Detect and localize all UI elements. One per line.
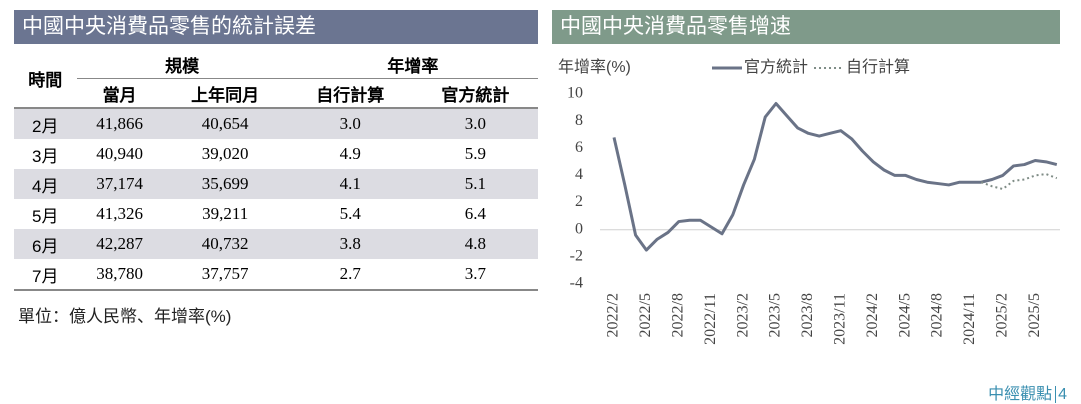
- cell: 4.9: [339, 144, 361, 163]
- cell: 35,699: [162, 169, 288, 199]
- x-tick-label: 2023/5: [767, 293, 784, 337]
- cell: 5.1: [412, 169, 538, 199]
- cell: 2月: [14, 108, 77, 139]
- line-series: [980, 173, 1058, 190]
- x-tick-label: 2024/8: [929, 293, 946, 337]
- row: 6月 42,287 40,732 3.8 4.8: [14, 229, 538, 259]
- brand: 中經觀點: [988, 386, 1053, 403]
- x-tick-label: 2023/8: [799, 293, 816, 337]
- header: 時間: [14, 50, 77, 109]
- cell: 3.7: [412, 259, 538, 291]
- cell: 2.7: [287, 259, 413, 291]
- cell: 40,654: [162, 108, 288, 139]
- cell: 5.4: [339, 204, 361, 223]
- cell: 3.0: [287, 108, 413, 139]
- table-title: 中國中央消費品零售的統計誤差: [14, 10, 538, 44]
- cell: 39,020: [201, 144, 249, 163]
- x-tick-label: 2023/2: [734, 293, 751, 337]
- cell: 38,780: [76, 259, 163, 291]
- legend-label: 自行計算: [846, 57, 910, 76]
- cell: 3月: [32, 146, 59, 166]
- header: 上年同月: [162, 78, 288, 109]
- y-tick-label: 4: [575, 166, 583, 183]
- cell: 6月: [14, 229, 77, 259]
- page-number: 4: [1055, 386, 1067, 403]
- cell: 3.8: [287, 229, 413, 259]
- x-tick-label: 2022/11: [702, 293, 719, 345]
- line-series: [612, 102, 1058, 252]
- header: 規模: [76, 50, 288, 79]
- chart-title: 中國中央消費品零售增速: [552, 10, 1060, 44]
- header: 自行計算: [287, 78, 413, 109]
- x-tick-label: 2023/11: [831, 293, 848, 345]
- cell: 37,174: [76, 169, 163, 199]
- x-tick-label: 2024/5: [896, 293, 913, 337]
- table: 時間 規模 年增率 當月 上年同月 自行計算 官方統計 2月 41,866 40,6…: [14, 50, 538, 291]
- cell: 42,287: [76, 229, 163, 259]
- y-tick-label: 0: [575, 220, 583, 237]
- table-body: 2月 41,866 40,654 3.0 3.0 3月 40,940 39,020 4.9 5.9…: [14, 108, 538, 291]
- row: 5月 41,326 39,211 5.4 6.4: [14, 199, 538, 229]
- cell: 6.4: [464, 204, 487, 223]
- cell: 37,757: [162, 259, 288, 291]
- legend-label: 官方統計: [744, 58, 808, 76]
- cell: 4.8: [412, 229, 538, 259]
- note: 單位：億人民幣、年增率(%): [18, 307, 232, 326]
- cell: 3.0: [412, 108, 538, 139]
- row: 4月 37,174 35,699 4.1 5.1: [14, 169, 538, 199]
- row: 3月 40,940 39,020 4.9 5.9: [14, 139, 538, 169]
- x-tick-label: 2025/5: [1026, 293, 1043, 337]
- y-tick-label: 10: [567, 85, 583, 102]
- y-tick-label: -4: [570, 275, 583, 292]
- header: 年增率: [287, 50, 538, 79]
- cell: 40,940: [96, 144, 143, 163]
- header: 當月: [76, 78, 163, 109]
- footer: 中經觀點 4: [988, 380, 1067, 404]
- row: 2月 41,866 40,654 3.0 3.0: [14, 108, 538, 139]
- cell: 4.1: [287, 169, 413, 199]
- cell: 40,732: [162, 229, 288, 259]
- x-tick-label: 2025/2: [993, 293, 1010, 337]
- cell: 7月: [14, 259, 77, 291]
- cell: 5月: [32, 206, 59, 226]
- x-tick-label: 2022/5: [637, 293, 654, 337]
- cell: 5.9: [464, 144, 487, 163]
- x-tick-label: 2024/2: [864, 293, 881, 337]
- y-tick-label: 2: [575, 193, 583, 210]
- y-axis-label: 年增率(%): [558, 58, 631, 76]
- cell: 4月: [14, 169, 77, 199]
- y-tick-label: -2: [570, 248, 583, 265]
- cell: 39,211: [202, 204, 249, 223]
- x-tick-label: 2022/8: [669, 293, 686, 337]
- y-tick-label: 8: [575, 112, 583, 129]
- header: 官方統計: [412, 78, 538, 109]
- row: 7月 38,780 37,757 2.7 3.7: [14, 259, 538, 291]
- cell: 41,866: [76, 108, 163, 139]
- x-tick-label: 2024/11: [961, 293, 978, 345]
- x-tick-label: 2022/2: [605, 293, 622, 337]
- cell: 41,326: [96, 204, 143, 223]
- y-tick-label: 6: [575, 139, 583, 156]
